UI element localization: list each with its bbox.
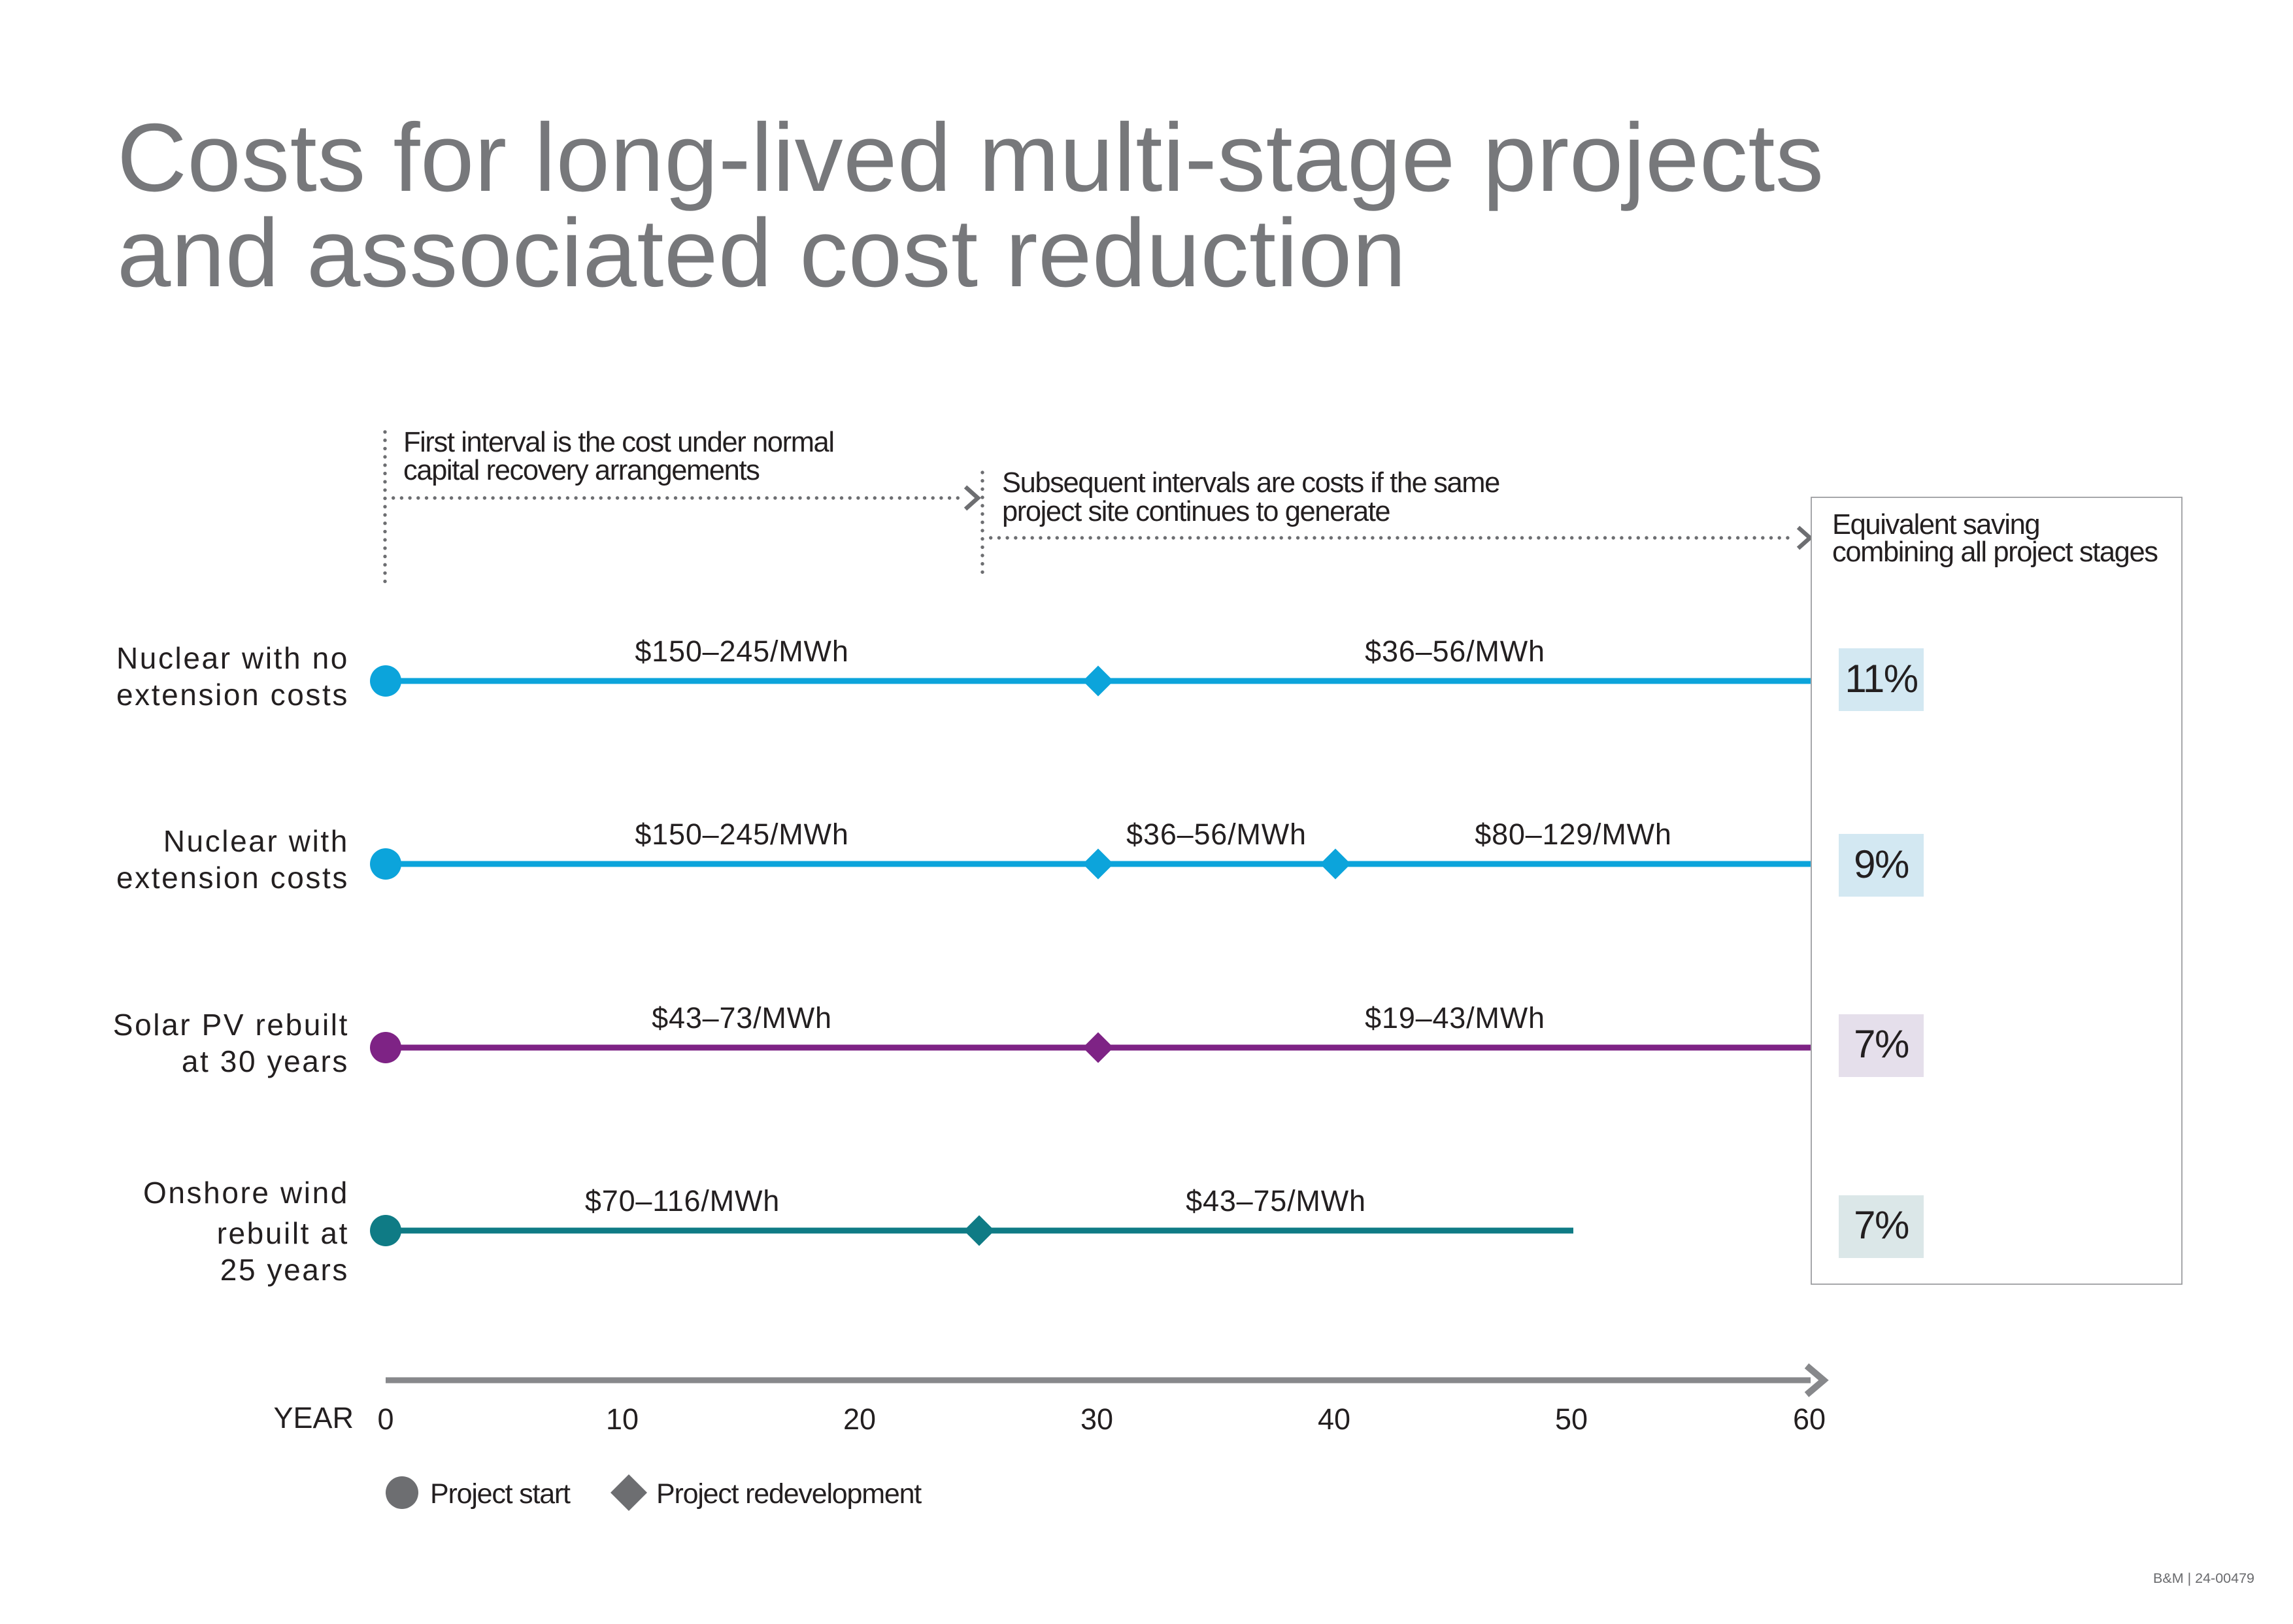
svg-text:7%: 7%	[1854, 1022, 1909, 1066]
svg-text:extension costs: extension costs	[116, 678, 349, 712]
svg-text:rebuilt at: rebuilt at	[217, 1216, 349, 1250]
svg-text:20: 20	[843, 1402, 876, 1436]
svg-text:Equivalent saving: Equivalent saving	[1832, 509, 2039, 540]
svg-text:30: 30	[1080, 1402, 1113, 1436]
svg-text:$150–245/MWh: $150–245/MWh	[635, 635, 848, 668]
svg-text:25 years: 25 years	[220, 1253, 349, 1287]
svg-text:capital recovery arrangements: capital recovery arrangements	[403, 455, 760, 486]
svg-text:First interval is the cost und: First interval is the cost under normal	[403, 427, 834, 458]
svg-text:$43–73/MWh: $43–73/MWh	[652, 1001, 832, 1035]
svg-text:Onshore wind: Onshore wind	[143, 1176, 349, 1210]
svg-text:Project redevelopment: Project redevelopment	[656, 1478, 922, 1510]
svg-text:7%: 7%	[1854, 1203, 1909, 1247]
svg-text:Subsequent intervals are costs: Subsequent intervals are costs if the sa…	[1002, 467, 1499, 499]
svg-text:project site continues to gene: project site continues to generate	[1002, 496, 1390, 527]
svg-text:Nuclear with no: Nuclear with no	[116, 641, 349, 675]
svg-text:B&M | 24-00479: B&M | 24-00479	[2153, 1570, 2254, 1586]
svg-text:$80–129/MWh: $80–129/MWh	[1475, 818, 1671, 851]
svg-text:60: 60	[1793, 1402, 1826, 1436]
svg-text:10: 10	[606, 1402, 639, 1436]
svg-text:50: 50	[1555, 1402, 1588, 1436]
svg-text:at 30 years: at 30 years	[182, 1044, 349, 1078]
svg-text:0: 0	[377, 1402, 393, 1436]
svg-text:and associated cost reduction: and associated cost reduction	[117, 199, 1407, 307]
svg-text:$36–56/MWh: $36–56/MWh	[1126, 818, 1307, 851]
svg-text:Nuclear with: Nuclear with	[163, 824, 349, 858]
svg-text:11%: 11%	[1845, 657, 1917, 701]
svg-text:extension costs: extension costs	[116, 861, 349, 895]
svg-text:$70–116/MWh: $70–116/MWh	[585, 1184, 780, 1218]
svg-text:$36–56/MWh: $36–56/MWh	[1365, 635, 1545, 668]
svg-text:40: 40	[1318, 1402, 1350, 1436]
svg-text:$150–245/MWh: $150–245/MWh	[635, 818, 848, 851]
svg-text:Project start: Project start	[430, 1478, 571, 1510]
svg-text:YEAR: YEAR	[273, 1401, 354, 1434]
svg-text:combining all project stages: combining all project stages	[1832, 537, 2158, 568]
svg-text:$19–43/MWh: $19–43/MWh	[1365, 1001, 1545, 1035]
svg-text:9%: 9%	[1854, 842, 1909, 886]
svg-text:$43–75/MWh: $43–75/MWh	[1186, 1184, 1366, 1218]
svg-text:Solar PV rebuilt: Solar PV rebuilt	[113, 1008, 349, 1042]
svg-text:Costs for long-lived multi-sta: Costs for long-lived multi-stage project…	[117, 104, 1824, 212]
